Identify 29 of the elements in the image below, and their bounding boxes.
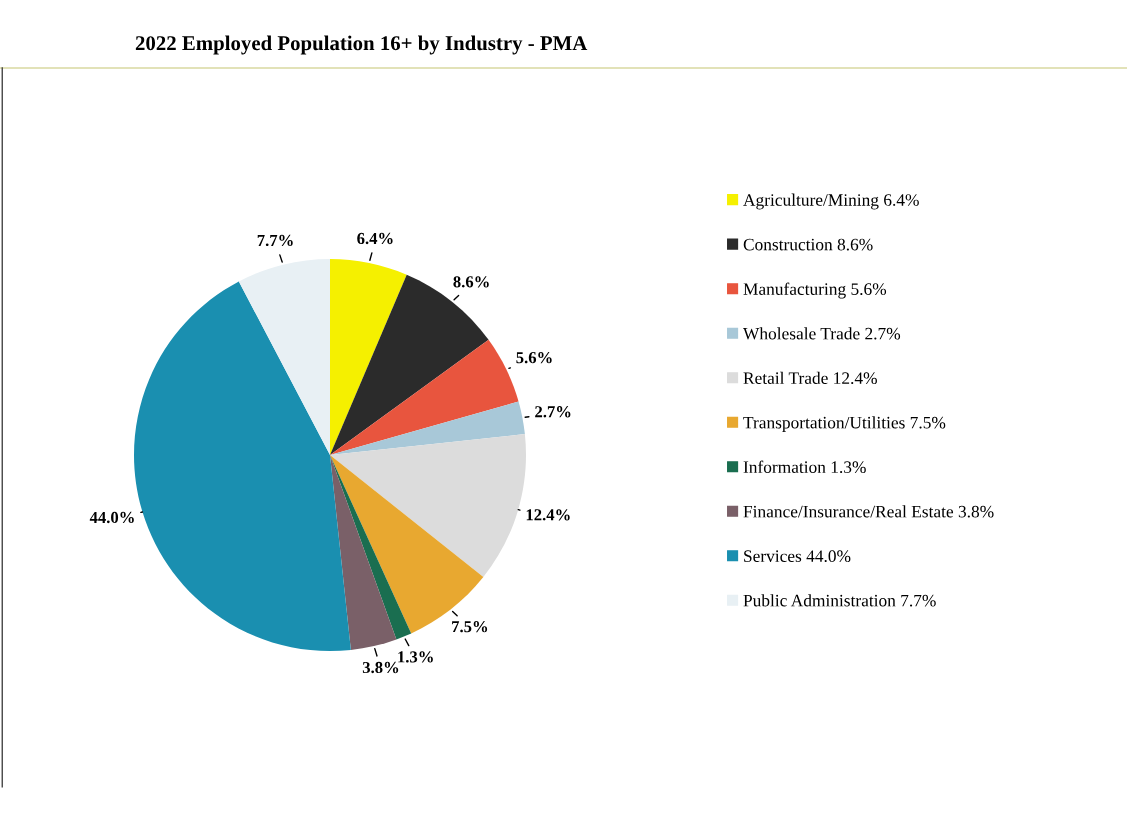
pie-slice — [134, 281, 351, 651]
legend-label: Information 1.3% — [743, 460, 866, 474]
legend-label: Construction 8.6% — [743, 238, 873, 251]
legend-label: Public Administration 7.7% — [743, 594, 936, 607]
pie-slice — [238, 259, 330, 455]
data-label: 5.6% — [516, 351, 552, 364]
data-label: 7.7% — [257, 234, 293, 247]
data-label: 8.6% — [453, 276, 489, 288]
pie-slice — [330, 434, 526, 578]
data-label: 3.8% — [362, 661, 399, 674]
chart-title: 2022 Employed Population 16+ by Industry - PMA — [135, 35, 588, 55]
pie-slice — [330, 401, 525, 455]
legend-label: Agriculture/Mining 6.4% — [743, 193, 919, 210]
legend-label: Services 44.0% — [744, 550, 851, 563]
data-label: 7.5% — [452, 620, 488, 633]
data-label: 2.7% — [535, 406, 571, 418]
data-label: 44.0% — [89, 511, 134, 524]
pie-slice — [330, 455, 397, 650]
data-label: 1.3% — [398, 651, 433, 663]
pie-slice — [330, 274, 489, 455]
data-label: 12.4% — [526, 509, 570, 521]
legend-label: Wholesale Trade 2.7% — [743, 327, 901, 340]
pie-slice — [330, 455, 412, 640]
pie-slice — [330, 259, 407, 455]
legend-label: Retail Trade 12.4% — [743, 371, 877, 385]
data-label: 6.4% — [357, 232, 393, 245]
legend-label: Transportation/Utilities 7.5% — [743, 416, 946, 433]
legend-label: Finance/Insurance/Real Estate 3.8% — [743, 505, 994, 518]
legend-label: Manufacturing 5.6% — [743, 282, 887, 299]
